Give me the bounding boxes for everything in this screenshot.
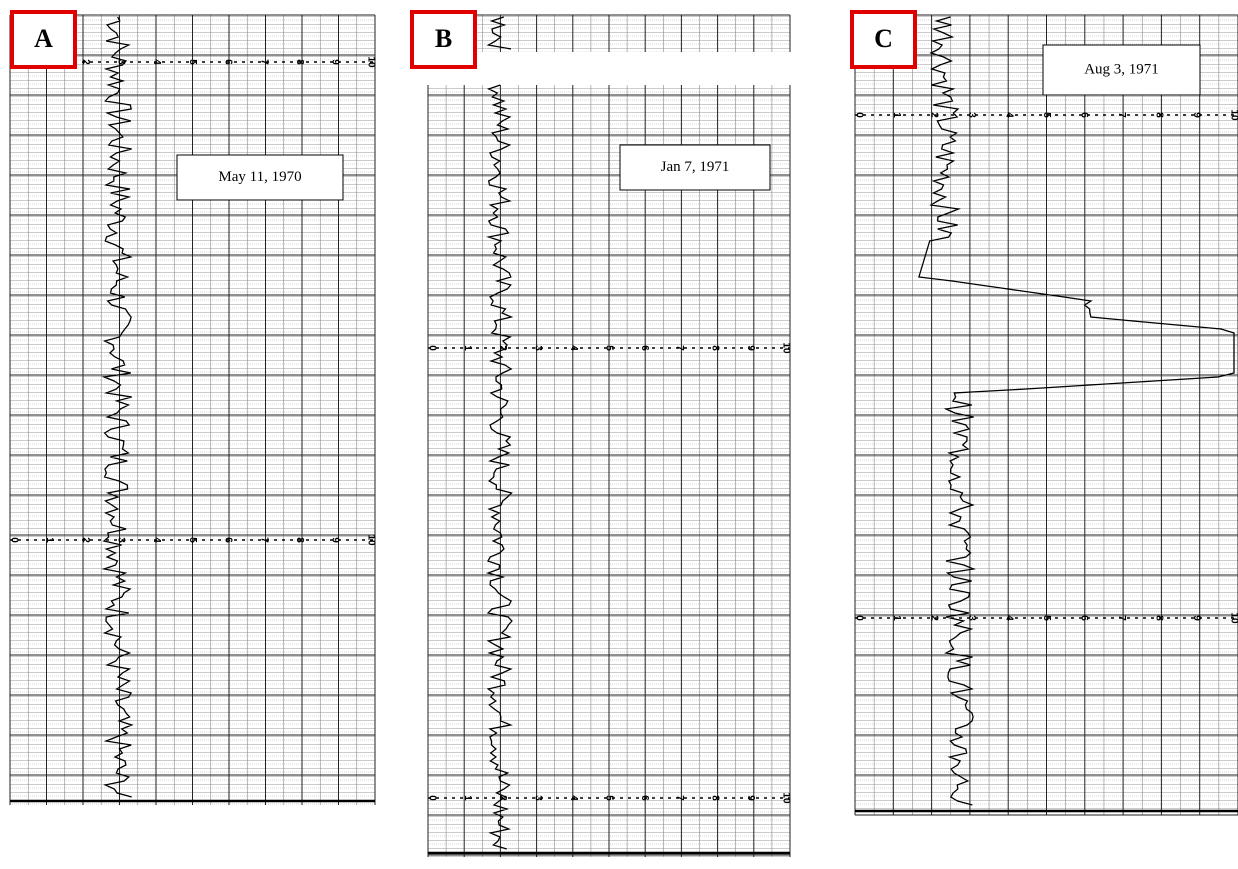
scale-numeral: 6 <box>639 345 650 351</box>
scale-numeral: 8 <box>710 795 721 801</box>
scale-numeral: 4 <box>568 345 579 351</box>
scale-numeral: 10 <box>780 342 791 354</box>
scale-numeral: 9 <box>745 795 756 801</box>
date-box <box>176 154 344 201</box>
scale-numeral: 2 <box>80 59 91 65</box>
scale-numeral: 2 <box>928 112 939 118</box>
scale-numeral: 0 <box>426 345 437 351</box>
scale-numeral: 1 <box>462 795 473 801</box>
scale-numeral: 1 <box>891 615 902 621</box>
scale-numeral: 1 <box>891 112 902 118</box>
scale-numeral: 10 <box>780 792 791 804</box>
panel-label: C <box>874 24 893 53</box>
scale-numeral: 7 <box>258 537 269 543</box>
scale-numeral: 4 <box>1003 112 1014 118</box>
scale-numeral: 2 <box>928 615 939 621</box>
scale-numeral: 3 <box>533 345 544 351</box>
scale-numeral: 10 <box>1228 109 1238 121</box>
scale-numeral: 0 <box>8 537 19 543</box>
scale-numeral: 2 <box>497 345 508 351</box>
scale-numeral: 8 <box>1153 615 1164 621</box>
scale-numeral: 3 <box>533 795 544 801</box>
recorder-trace <box>485 16 514 850</box>
panel-label-box <box>10 10 77 69</box>
scale-numeral: 5 <box>187 59 198 65</box>
scale-numeral: 5 <box>1041 615 1052 621</box>
scale-numeral: 2 <box>80 537 91 543</box>
scale-numeral: 5 <box>1041 112 1052 118</box>
scale-numeral: 9 <box>330 537 341 543</box>
scale-numeral: 6 <box>223 59 234 65</box>
date-label: Aug 3, 1971 <box>1084 61 1159 77</box>
scale-numeral: 5 <box>603 345 614 351</box>
scale-numeral: 0 <box>853 112 864 118</box>
scale-numeral: 3 <box>115 59 126 65</box>
scale-numeral: 6 <box>1078 112 1089 118</box>
recorder-trace <box>918 16 1235 806</box>
scale-numeral: 3 <box>966 615 977 621</box>
scale-numeral: 9 <box>1191 615 1202 621</box>
scale-numeral: 7 <box>1116 615 1127 621</box>
date-box <box>1042 44 1201 96</box>
scale-numeral: 4 <box>1003 615 1014 621</box>
scale-numeral: 5 <box>603 795 614 801</box>
recorder-trace <box>101 16 134 798</box>
scale-numeral: 9 <box>745 345 756 351</box>
scale-numeral: 9 <box>1191 112 1202 118</box>
scale-numeral: 10 <box>365 534 376 546</box>
scale-numeral: 6 <box>1078 615 1089 621</box>
scale-numeral: 1 <box>462 345 473 351</box>
date-label: Jan 7, 1971 <box>661 159 730 175</box>
scale-numeral: 8 <box>294 537 305 543</box>
scale-numeral: 8 <box>1153 112 1164 118</box>
date-label: May 11, 1970 <box>218 169 301 185</box>
scale-numeral: 3 <box>115 537 126 543</box>
scale-numeral: 10 <box>365 56 376 68</box>
scale-numeral: 8 <box>294 59 305 65</box>
panel-label-box <box>410 10 477 69</box>
panel-label: B <box>435 24 452 53</box>
scale-numeral: 7 <box>1116 112 1127 118</box>
scale-numeral: 8 <box>710 345 721 351</box>
scale-numeral: 3 <box>966 112 977 118</box>
scale-numeral: 6 <box>639 795 650 801</box>
scale-numeral: 0 <box>853 615 864 621</box>
scale-numeral: 5 <box>187 537 198 543</box>
chart-strip: 0 1 2 3 4 5 6 7 8 9 10 0 1 2 3 4 5 6 7 8 9 10 Aug 3, 1971 C <box>850 10 1238 816</box>
scale-numeral: 4 <box>568 795 579 801</box>
scale-numeral: 7 <box>674 345 685 351</box>
scale-numeral: 1 <box>44 537 55 543</box>
panel-label: A <box>34 24 53 53</box>
scale-numeral: 7 <box>258 59 269 65</box>
scale-numeral: 10 <box>1228 612 1238 624</box>
scale-numeral: 6 <box>223 537 234 543</box>
scale-numeral: 4 <box>151 59 162 65</box>
scale-numeral: 9 <box>330 59 341 65</box>
scale-numeral: 7 <box>674 795 685 801</box>
scale-numeral: 4 <box>151 537 162 543</box>
scale-numeral: 0 <box>426 795 437 801</box>
strip-break <box>426 52 792 85</box>
date-box <box>619 144 771 191</box>
panel-label-box <box>850 10 917 69</box>
